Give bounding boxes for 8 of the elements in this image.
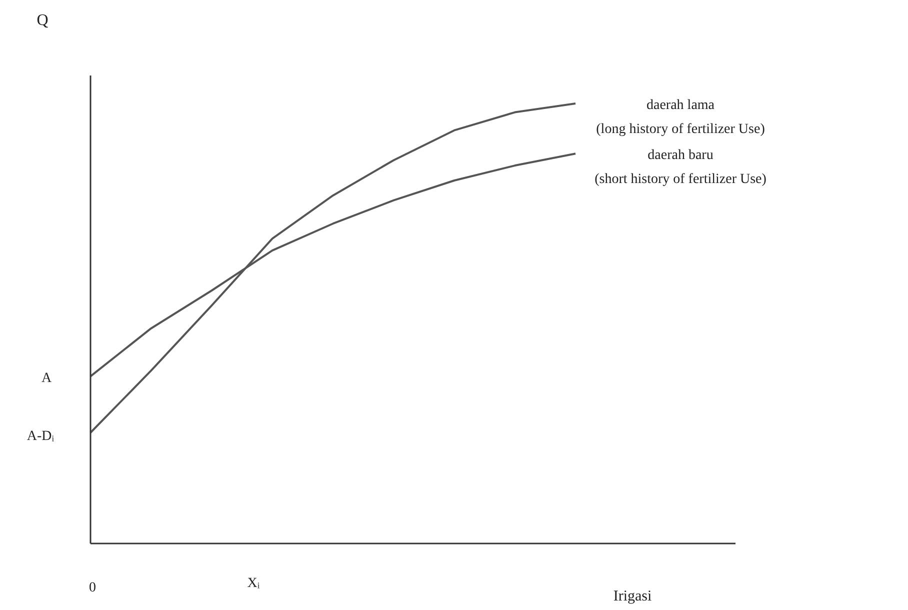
x-axis-title: Irigasi [613, 588, 652, 604]
series-label: daerah lama (long history of fertilizer Use) [596, 98, 766, 137]
series-label: daerah baru (short history of fertilizer Use) [594, 148, 767, 188]
y-axis-title: Q [36, 12, 49, 29]
text: A [41, 371, 52, 386]
text: 0 [89, 580, 96, 596]
text: A-Dᵢ [26, 429, 55, 444]
text: Xᵢ [247, 576, 260, 591]
